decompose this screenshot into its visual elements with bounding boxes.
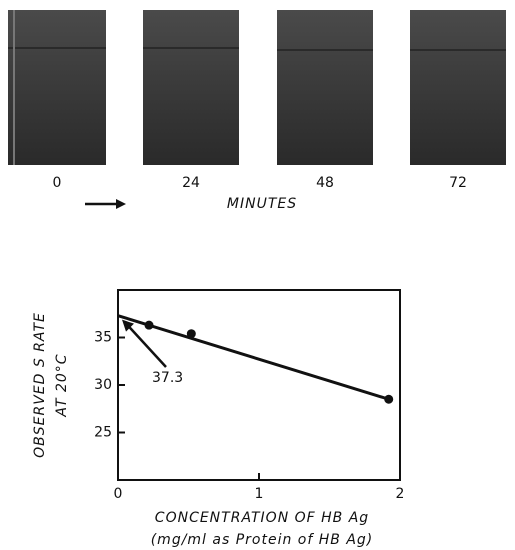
photo xyxy=(277,10,373,165)
time-label: 48 xyxy=(316,175,334,191)
time-label: 0 xyxy=(53,175,62,191)
annotation-arrow xyxy=(127,324,167,368)
point xyxy=(384,394,394,404)
x-tick-label: 0 xyxy=(114,486,123,502)
photo-lines xyxy=(8,47,506,51)
time-label: 72 xyxy=(449,175,467,191)
fit-line xyxy=(117,314,390,401)
photos xyxy=(8,10,506,165)
x-tick-label: 2 xyxy=(396,486,405,502)
annotation-arrowhead xyxy=(122,319,134,332)
y-tick-label: 30 xyxy=(94,377,112,393)
point xyxy=(144,320,154,330)
photo xyxy=(8,10,106,165)
y-tick-label: 35 xyxy=(94,330,112,346)
y-tick-label: 25 xyxy=(94,425,112,441)
x-axis-label: (mg/ml as Protein of HB Ag) xyxy=(151,532,374,548)
time-label: 24 xyxy=(182,175,200,191)
photo xyxy=(410,10,506,165)
photo-axis-label: MINUTES xyxy=(227,196,297,212)
x-axis-label: CONCENTRATION OF HB Ag xyxy=(155,510,369,526)
photo xyxy=(143,10,239,165)
arrow xyxy=(85,199,126,209)
y-axis-label: OBSERVED S RATE xyxy=(32,312,48,458)
point xyxy=(186,329,196,339)
x-tick-label: 1 xyxy=(255,486,264,502)
y-axis-label: AT 20°C xyxy=(54,353,70,417)
annotation: 37.3 xyxy=(152,370,183,386)
